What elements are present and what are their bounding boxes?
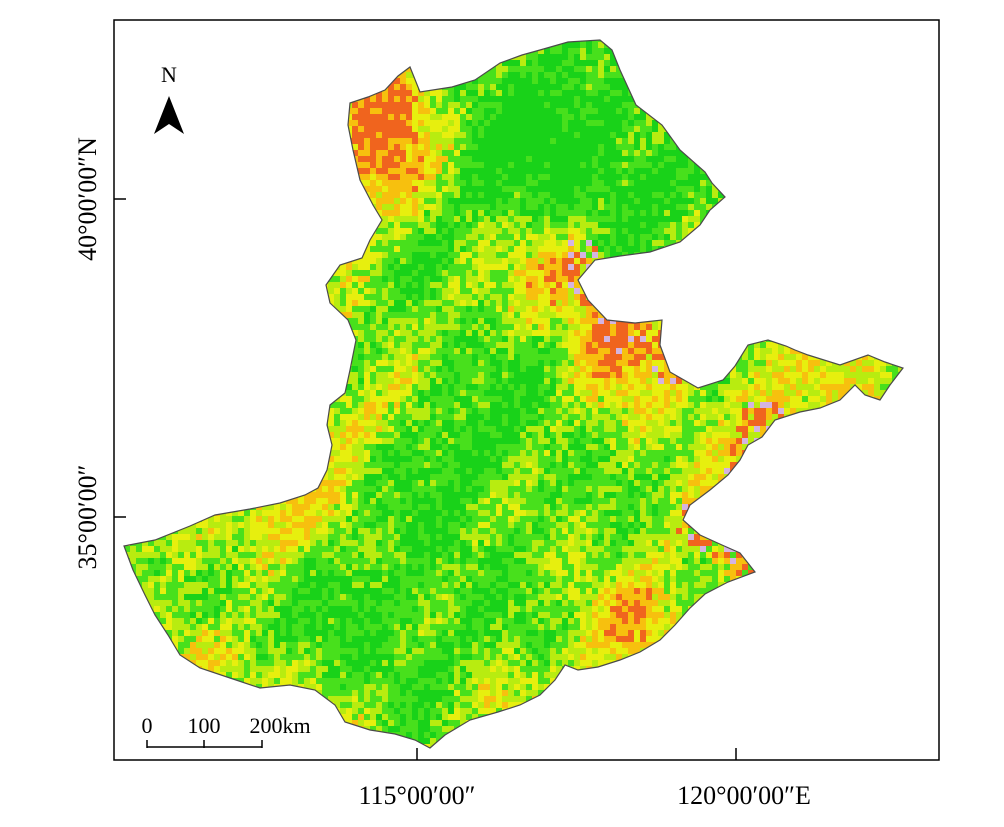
lat-label-40: 40°00′00″N (73, 137, 102, 261)
scale-label-200km: 200km (249, 713, 310, 738)
north-arrow-icon (154, 96, 184, 134)
region-boundary (123, 39, 904, 749)
scale-label-100: 100 (188, 713, 221, 738)
ndvi-raster (124, 40, 903, 748)
lon-label-120: 120°00′00″E (677, 781, 811, 810)
lon-label-115: 115°00′00″ (359, 781, 476, 810)
north-letter: N (161, 62, 177, 87)
lat-label-35: 35°00′00″ (73, 465, 102, 570)
scale-label-0: 0 (142, 713, 153, 738)
map-frame (113, 19, 940, 761)
scale-bar: 0 100 200km (142, 713, 311, 748)
